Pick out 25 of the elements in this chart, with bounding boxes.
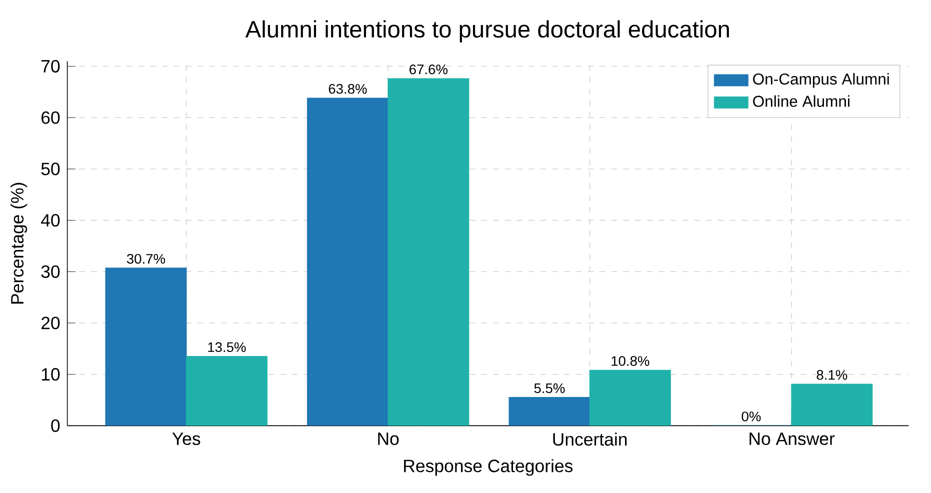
x-tick-label: No — [378, 432, 399, 446]
y-axis-title: Percentage (%) — [10, 182, 28, 304]
chart-title: Alumni intentions to pursue doctoral education — [245, 20, 729, 42]
y-tick-label: 10 — [42, 368, 60, 381]
y-tick-label: 70 — [42, 60, 60, 73]
y-tick-label: 60 — [42, 111, 60, 124]
legend-label: Online Alumni — [753, 95, 850, 107]
data-label: 5.5% — [534, 383, 565, 394]
y-tick-label: 20 — [42, 316, 60, 330]
y-tick-label: 0 — [51, 419, 60, 432]
data-label: 30.7% — [126, 254, 166, 264]
data-label: 8.1% — [816, 370, 848, 380]
data-label: 13.5% — [208, 342, 246, 352]
x-axis-title: Response Categories — [404, 459, 573, 476]
x-tick-label: Yes — [172, 432, 200, 446]
x-tick-label: Uncertain — [553, 432, 627, 446]
legend-label: On-Campus Alumni — [753, 73, 889, 88]
data-label: 63.8% — [328, 84, 367, 94]
data-label: 0% — [742, 412, 761, 422]
y-tick-label: 40 — [41, 214, 60, 227]
y-tick-label: 30 — [41, 265, 60, 278]
x-tick-label: No Answer — [750, 432, 835, 446]
data-label: 10.8% — [612, 356, 650, 366]
y-tick-label: 50 — [41, 162, 60, 176]
data-label: 67.6% — [410, 64, 448, 74]
